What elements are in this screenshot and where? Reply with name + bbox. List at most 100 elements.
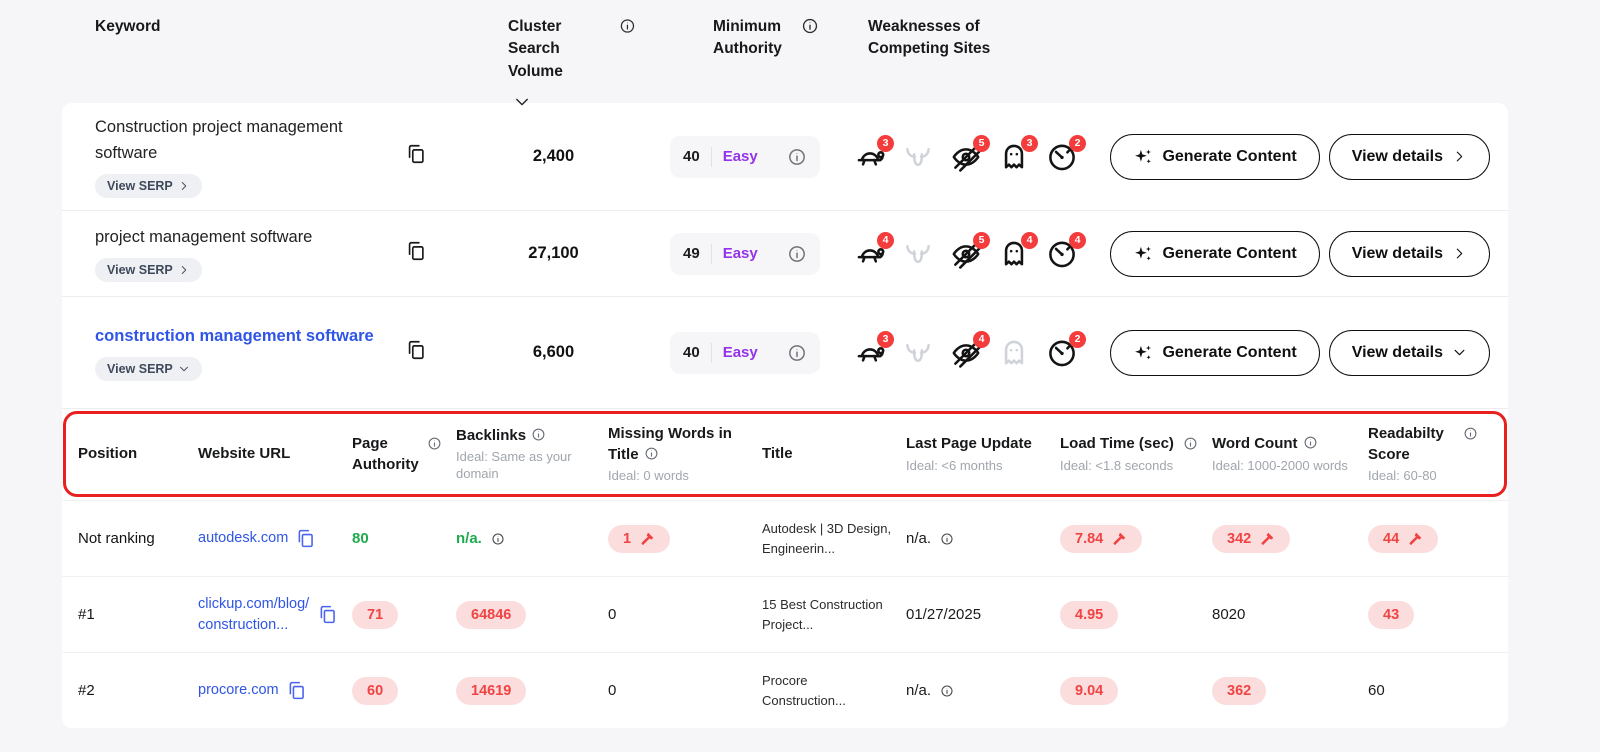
ghost-weakness-icon[interactable] xyxy=(997,336,1031,370)
keyword-text[interactable]: construction management software xyxy=(95,327,374,346)
last-page-update-value: 01/27/2025 xyxy=(906,606,982,623)
ghost-weakness-icon[interactable]: 4 xyxy=(997,231,1038,271)
details-column-label: Load Time (sec) xyxy=(1060,435,1174,453)
info-icon[interactable] xyxy=(531,427,546,442)
info-icon[interactable] xyxy=(427,436,442,451)
website-url-link[interactable]: autodesk.com xyxy=(198,530,289,547)
info-icon[interactable] xyxy=(940,684,954,698)
competitor-row: #1 clickup.com/blog/construction... 71 6484… xyxy=(62,576,1508,652)
hammer-icon xyxy=(639,531,655,547)
view-serp-label: View SERP xyxy=(107,361,173,376)
website-url-link[interactable]: procore.com xyxy=(198,682,279,699)
view-serp-button[interactable]: View SERP xyxy=(95,173,202,198)
weakness-count-badge: 3 xyxy=(877,330,894,348)
info-icon[interactable] xyxy=(1303,435,1318,450)
backlinks-value: 14619 xyxy=(456,676,527,705)
website-url-link[interactable]: clickup.com/blog/construction... xyxy=(198,596,310,633)
missing-words-value: 0 xyxy=(608,682,617,699)
details-column-ideal-hint: Ideal: 1000-2000 words xyxy=(1212,457,1348,473)
turtle-weakness-icon[interactable]: 4 xyxy=(853,231,894,271)
view-details-button[interactable]: View details xyxy=(1328,329,1490,376)
weakness-count-badge: 4 xyxy=(877,231,894,249)
view-serp-label: View SERP xyxy=(107,178,173,193)
generate-content-button[interactable]: Generate Content xyxy=(1110,230,1320,277)
bull-weakness-icon[interactable] xyxy=(901,336,935,370)
position-value: #2 xyxy=(78,682,95,699)
weakness-count-badge: 2 xyxy=(1069,134,1086,152)
page-title-value: Autodesk | 3D Design, Engineerin... xyxy=(762,521,892,556)
ghost-weakness-icon[interactable]: 3 xyxy=(997,134,1038,174)
view-serp-button[interactable]: View SERP xyxy=(95,356,202,381)
cluster-search-volume-value: 6,600 xyxy=(532,343,575,361)
info-icon[interactable] xyxy=(644,446,659,461)
copy-keyword-icon[interactable] xyxy=(405,240,427,262)
weakness-icons: 4 5 4 4 xyxy=(853,231,1104,271)
eye-slash-weakness-icon[interactable]: 4 xyxy=(949,330,990,370)
authority-score: 40 xyxy=(683,148,700,165)
details-column-label: Missing Words in Title xyxy=(608,425,732,463)
view-details-button[interactable]: View details xyxy=(1328,133,1490,180)
info-icon[interactable] xyxy=(801,17,819,35)
page-authority-value: 71 xyxy=(352,600,399,629)
copy-keyword-icon[interactable] xyxy=(405,143,427,165)
position-value: #1 xyxy=(78,606,95,623)
details-column-label: Title xyxy=(762,445,793,463)
details-column-header: Backlinks Ideal: Same as your domain xyxy=(456,426,608,483)
sparkles-icon xyxy=(1133,343,1153,363)
missing-words-value: 1 xyxy=(608,524,671,553)
keyword-row: Construction project management software… xyxy=(62,103,1508,210)
info-icon[interactable] xyxy=(619,17,636,35)
bull-weakness-icon[interactable] xyxy=(901,140,935,174)
authority-pill: 40 Easy xyxy=(670,135,820,178)
weakness-count-badge: 4 xyxy=(1069,231,1086,249)
backlinks-value: n/a. xyxy=(456,530,482,547)
gauge-weakness-icon[interactable]: 4 xyxy=(1045,231,1086,271)
info-icon[interactable] xyxy=(940,532,954,546)
authority-pill: 49 Easy xyxy=(670,232,820,275)
sort-chevron-down-icon[interactable] xyxy=(513,93,531,111)
backlinks-value: 64846 xyxy=(456,600,527,629)
details-column-ideal-hint: Ideal: 60-80 xyxy=(1368,467,1437,483)
bull-weakness-icon[interactable] xyxy=(901,237,935,271)
copy-url-icon[interactable] xyxy=(286,680,307,701)
page-title-value: 15 Best Construction Project... xyxy=(762,597,883,632)
load-time-value: 9.04 xyxy=(1060,676,1119,705)
info-icon[interactable] xyxy=(1183,436,1198,451)
generate-content-button[interactable]: Generate Content xyxy=(1110,329,1320,376)
eye-slash-weakness-icon[interactable]: 5 xyxy=(949,231,990,271)
weakness-icons: 3 4 2 xyxy=(853,330,1104,370)
keyword-row: project management software View SERP 27,1… xyxy=(62,210,1508,296)
view-serp-button[interactable]: View SERP xyxy=(95,257,202,282)
gauge-weakness-icon[interactable]: 2 xyxy=(1045,134,1086,174)
copy-url-icon[interactable] xyxy=(295,528,316,549)
details-column-ideal-hint: Ideal: <6 months xyxy=(906,457,1003,473)
info-icon[interactable] xyxy=(787,147,807,167)
gauge-weakness-icon[interactable]: 2 xyxy=(1045,330,1086,370)
info-icon[interactable] xyxy=(1463,426,1478,441)
keyword-text: Construction project management software xyxy=(95,118,343,162)
weakness-count-badge: 3 xyxy=(1021,134,1038,152)
turtle-weakness-icon[interactable]: 3 xyxy=(853,134,894,174)
details-column-ideal-hint: Ideal: <1.8 seconds xyxy=(1060,457,1174,473)
view-details-button[interactable]: View details xyxy=(1328,230,1490,277)
weakness-count-badge: 3 xyxy=(877,134,894,152)
readability-score-value: 43 xyxy=(1368,600,1415,629)
info-icon[interactable] xyxy=(787,244,807,264)
load-time-value: 4.95 xyxy=(1060,600,1119,629)
authority-score: 40 xyxy=(683,344,700,361)
details-column-header: Title xyxy=(762,444,906,464)
details-column-header: Website URL xyxy=(198,444,352,464)
turtle-weakness-icon[interactable]: 3 xyxy=(853,330,894,370)
copy-url-icon[interactable] xyxy=(317,604,338,625)
generate-content-button[interactable]: Generate Content xyxy=(1110,133,1320,180)
weakness-count-badge: 4 xyxy=(1021,231,1038,249)
info-icon[interactable] xyxy=(491,532,505,546)
view-details-label: View details xyxy=(1351,244,1443,262)
copy-keyword-icon[interactable] xyxy=(405,339,427,361)
chevron-right-icon xyxy=(178,180,190,192)
authority-score: 49 xyxy=(683,245,700,262)
eye-slash-weakness-icon[interactable]: 5 xyxy=(949,134,990,174)
info-icon[interactable] xyxy=(787,343,807,363)
details-column-header: Position xyxy=(78,444,198,464)
details-column-label: Backlinks xyxy=(456,427,546,444)
